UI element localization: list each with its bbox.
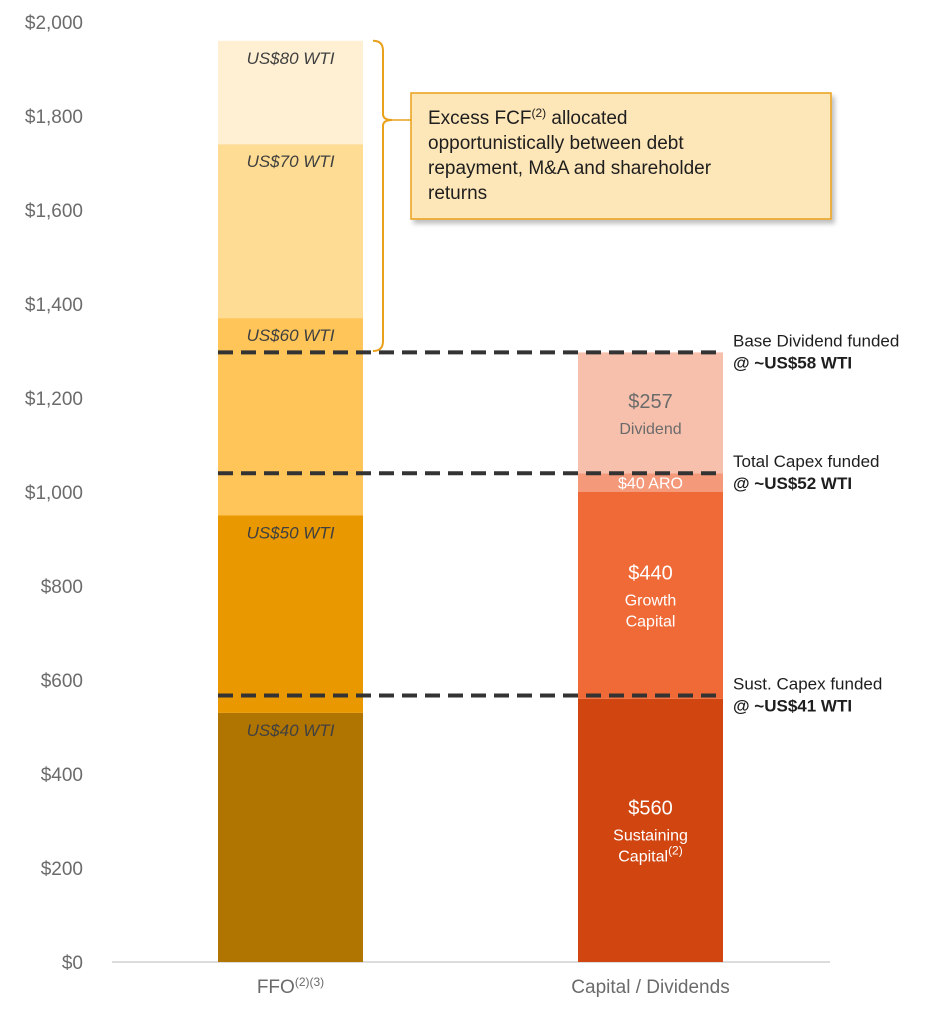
callout-box	[410, 92, 832, 220]
ffo-wti-label: US$60 WTI	[247, 326, 335, 345]
y-tick-label: $200	[41, 859, 83, 880]
capital-segment-2	[578, 473, 723, 492]
y-tick-label: $1,800	[25, 107, 83, 128]
ffo-wti-label: US$40 WTI	[247, 721, 335, 740]
ffo-wti-label: US$80 WTI	[247, 49, 335, 68]
x-category-label: FFO(2)(3)	[257, 975, 324, 998]
excess-fcf-callout: Excess FCF(2) allocated opportunistically…	[372, 39, 832, 352]
funding-line-title: Sust. Capex funded	[733, 675, 882, 694]
capital-segment-1	[578, 492, 723, 699]
ffo-wti-label: US$50 WTI	[247, 524, 335, 543]
capital-segment-sublabel: Capital	[626, 613, 676, 630]
ffo-wti-label: US$70 WTI	[247, 152, 335, 171]
callout-text-line: Excess FCF(2) allocated	[428, 106, 627, 129]
y-tick-label: $1,400	[25, 295, 83, 316]
callout-text-line: returns	[428, 183, 487, 204]
x-axis-categories: FFO(2)(3) Capital / Dividends	[257, 975, 730, 998]
ffo-segment-3	[218, 144, 363, 319]
y-tick-label: $2,000	[25, 13, 83, 34]
funding-lines: Sust. Capex funded @ ~US$41 WTI Total Cape…	[218, 331, 899, 716]
y-tick-label: $0	[62, 953, 83, 974]
ffo-segment-1	[218, 515, 363, 713]
capital-segment-sublabel: Dividend	[619, 421, 681, 438]
funding-line-subtitle: @ ~US$41 WTI	[733, 697, 852, 716]
capital-segment-sublabel: Capital(2)	[618, 843, 682, 865]
capital-segment-value: $440	[628, 562, 673, 584]
capital-segment-3	[578, 352, 723, 474]
ffo-segment-2	[218, 318, 363, 516]
y-tick-label: $800	[41, 577, 83, 598]
superscript-note: (2)	[668, 843, 683, 857]
y-axis: $0 $200 $400 $600 $800 $1,000 $1,200 $1,400 $1,6…	[25, 13, 83, 974]
funding-line-title: Total Capex funded	[733, 452, 880, 471]
capital-segment-sublabel: Growth	[625, 592, 677, 609]
capital-segment-sublabel: Sustaining	[613, 827, 688, 844]
y-tick-label: $400	[41, 765, 83, 786]
ffo-segment-4	[218, 40, 363, 145]
ffo-segment-0	[218, 712, 363, 962]
callout-text-line: opportunistically between debt	[428, 133, 684, 154]
y-tick-label: $600	[41, 671, 83, 692]
superscript-note: (2)	[531, 106, 546, 120]
y-tick-label: $1,600	[25, 201, 83, 222]
capital-segment-value: $560	[628, 797, 673, 819]
funding-line-subtitle: @ ~US$58 WTI	[733, 353, 852, 372]
funding-line-subtitle: @ ~US$52 WTI	[733, 474, 852, 493]
y-tick-label: $1,200	[25, 389, 83, 410]
capital-segment-value: $257	[628, 391, 673, 413]
y-tick-label: $1,000	[25, 483, 83, 504]
x-category-label: Capital / Dividends	[571, 977, 729, 998]
funding-line-title: Base Dividend funded	[733, 331, 899, 350]
callout-text-line: repayment, M&A and shareholder	[428, 158, 712, 179]
superscript-note: (2)(3)	[295, 975, 324, 989]
callout-brace	[372, 39, 393, 352]
capital-segment-0	[578, 698, 723, 962]
capital-segment-label: $40 ARO	[618, 476, 683, 493]
